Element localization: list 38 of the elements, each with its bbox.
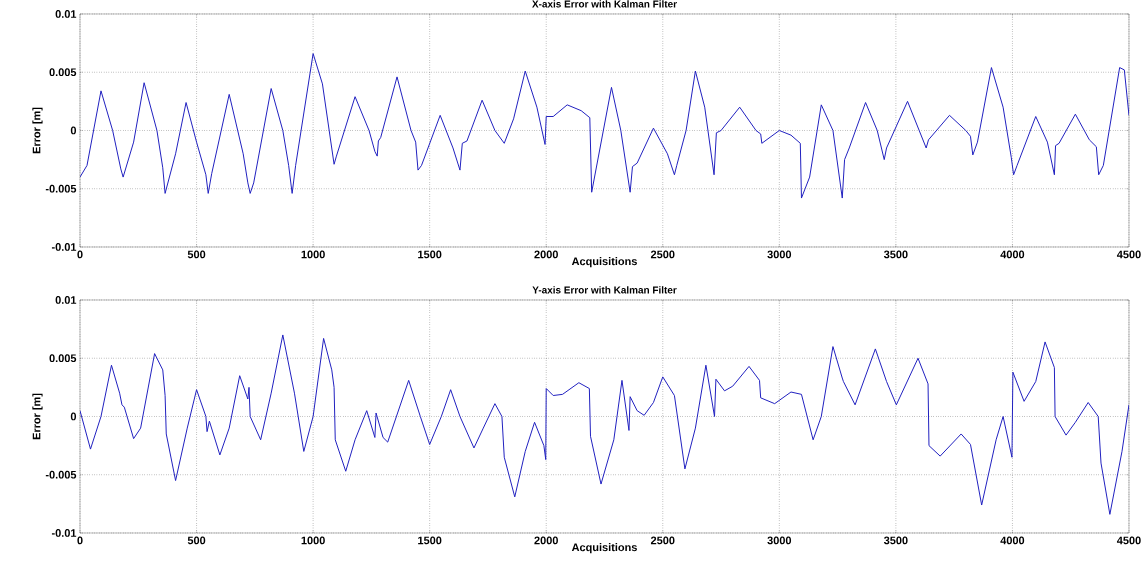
x-tick-label: 2000 (534, 536, 558, 545)
x-tick-label: 1000 (301, 250, 325, 259)
y-axis-title: Error [m] (32, 393, 43, 440)
chart-title: X-axis Error with Kalman Filter (532, 0, 677, 8)
x-axis-title: Acquisitions (571, 257, 637, 268)
x-tick-label: 4000 (1000, 250, 1025, 259)
y-tick-label: 0.005 (49, 354, 77, 363)
x-tick-label: 2000 (534, 250, 558, 259)
y-tick-label: 0.01 (55, 296, 77, 304)
x-tick-label: 4500 (1116, 250, 1141, 259)
x-tick-label: 3000 (767, 250, 792, 259)
y-tick-label: 0.01 (55, 10, 77, 18)
x-tick-label: 2500 (650, 536, 675, 545)
y-tick-label: -0.01 (51, 243, 77, 251)
x-tick-label: 4500 (1116, 536, 1141, 545)
x-tick-label: 3500 (883, 536, 908, 545)
x-tick-label: 3500 (883, 250, 908, 259)
line-series (80, 53, 1129, 199)
y-axis-title: Error [m] (32, 107, 43, 154)
y-tick-label: 0 (70, 126, 77, 135)
x-tick-label: 1500 (418, 250, 442, 259)
y-tick-label: 0 (70, 412, 77, 421)
x-tick-label: 1500 (418, 536, 442, 545)
y-tick-label: -0.01 (51, 529, 77, 537)
y-tick-label: -0.005 (45, 184, 77, 193)
y-tick-label: 0.005 (49, 68, 77, 77)
line-series (80, 334, 1129, 515)
x-tick-label: 0 (77, 536, 83, 545)
x-tick-label: 0 (77, 250, 83, 259)
x-tick-label: 500 (187, 250, 206, 259)
x-axis-title: Acquisitions (571, 543, 637, 554)
chart-title: Y-axis Error with Kalman Filter (532, 286, 677, 294)
x-tick-label: 500 (187, 536, 206, 545)
x-tick-label: 2500 (650, 250, 675, 259)
y-tick-label: -0.005 (45, 470, 77, 479)
x-tick-label: 1000 (301, 536, 325, 545)
x-tick-label: 3000 (767, 536, 792, 545)
x-tick-label: 4000 (1000, 536, 1025, 545)
